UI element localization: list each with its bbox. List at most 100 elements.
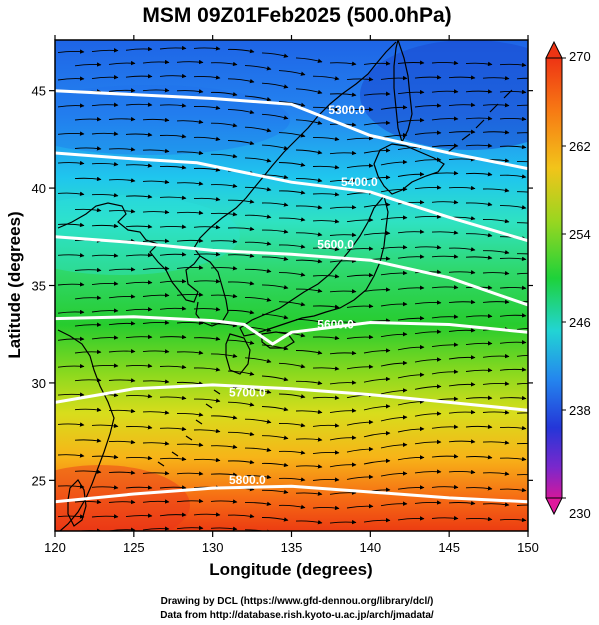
wind-streamline [159, 252, 187, 257]
wind-streamline [210, 91, 238, 97]
wind-streamline [431, 116, 459, 121]
wind-streamline [74, 267, 102, 273]
wind-streamline [261, 344, 289, 351]
wind-streamline [312, 335, 340, 341]
wind-streamline [74, 116, 102, 122]
wind-streamline [482, 410, 510, 415]
wind-streamline [108, 208, 136, 214]
wind-streamline [329, 205, 357, 210]
wind-streamline [431, 285, 459, 290]
x-axis: 120 125 130 135 140 145 150 [44, 35, 539, 555]
wind-streamline [142, 59, 170, 65]
wind-streamline [449, 533, 475, 534]
wind-streamline [414, 357, 442, 363]
contour-line [55, 315, 528, 346]
honshu-coast [239, 194, 389, 337]
wind-streamline [125, 334, 153, 340]
wind-streamline [329, 462, 357, 468]
wind-streamline [278, 162, 306, 167]
wind-streamline [57, 514, 85, 519]
wind-streamline [312, 273, 340, 279]
wind-streamline [431, 424, 459, 430]
wind-streamline [397, 344, 425, 351]
wind-streamline [193, 336, 221, 341]
wind-streamline [244, 214, 272, 219]
wind-streamline [414, 469, 442, 474]
wind-streamline [397, 60, 425, 65]
wind-streamline [159, 395, 187, 401]
wind-streamline [57, 363, 85, 369]
wind-streamlines [57, 45, 528, 538]
wind-streamline [142, 179, 170, 185]
wind-streamline [448, 382, 476, 387]
y-tick-label: 45 [32, 84, 46, 99]
wind-streamline [108, 321, 136, 326]
wind-streamline [74, 438, 102, 443]
contour-label: 5300.0 [328, 103, 365, 117]
wind-streamline [516, 504, 528, 506]
wind-streamline [176, 210, 204, 216]
wind-streamline [516, 327, 528, 330]
wind-streamline [329, 61, 357, 66]
wind-streamline [261, 144, 289, 151]
wind-streamline [346, 334, 374, 340]
wind-streamline [176, 238, 204, 243]
wind-streamline [414, 103, 442, 108]
wind-streamline [227, 431, 255, 437]
wind-streamline [278, 450, 306, 455]
wind-streamline [244, 268, 272, 274]
wind-streamline [312, 219, 340, 224]
ryukyu-islands [157, 389, 221, 467]
wind-streamline [159, 456, 187, 462]
x-tick-label: 140 [359, 540, 381, 555]
wind-streamline [227, 253, 255, 258]
wind-streamline [414, 439, 442, 445]
plot-area: 5300.0 5400.0 5600.0 5600.0 5700.0 5800.0 [54, 39, 529, 538]
footer-credit-line: Drawing by DCL (https://www.gfd-dennou.o… [161, 596, 434, 607]
wind-streamline [347, 537, 373, 538]
wind-streamline [244, 501, 272, 507]
wind-streamline [125, 393, 153, 399]
wind-streamline [227, 309, 255, 315]
wind-streamline [193, 46, 221, 51]
wind-streamline [516, 412, 528, 414]
wind-streamline [227, 140, 255, 146]
x-tick-label: 135 [281, 540, 303, 555]
wind-streamline [159, 485, 187, 490]
wind-streamline [516, 253, 528, 255]
wind-streamline [465, 367, 493, 373]
wind-streamline [397, 200, 425, 205]
wind-streamline [176, 59, 204, 65]
wind-streamline [397, 171, 425, 177]
wind-streamline [431, 515, 459, 521]
wind-streamline [329, 232, 357, 238]
wind-streamline [278, 217, 306, 222]
wind-streamline [312, 423, 340, 428]
wind-streamline [448, 469, 476, 475]
wind-streamline [57, 253, 85, 258]
wind-streamline [499, 340, 527, 345]
wind-streamline [210, 322, 238, 328]
wind-streamline [363, 287, 391, 292]
wind-streamline [74, 377, 102, 383]
x-tick-label: 125 [123, 540, 145, 555]
wind-streamline [431, 89, 459, 94]
wind-streamline [108, 439, 136, 445]
coastline [57, 40, 513, 531]
wind-streamline [295, 178, 323, 183]
wind-streamline [499, 205, 527, 210]
wind-streamline [465, 89, 493, 94]
wind-streamline [313, 537, 339, 538]
contour-line [55, 484, 528, 504]
wind-streamline [482, 249, 510, 255]
y-axis-label: Latitude (degrees) [5, 211, 24, 358]
colorbar-min-triangle [545, 497, 563, 516]
wind-streamline [295, 464, 323, 469]
wind-streamline [193, 428, 221, 434]
wind-streamline [159, 195, 187, 200]
wind-streamline [159, 45, 187, 51]
wind-streamline [329, 178, 357, 183]
wind-streamline [499, 395, 527, 401]
wind-streamline [193, 252, 221, 257]
wind-streamline [482, 188, 510, 193]
